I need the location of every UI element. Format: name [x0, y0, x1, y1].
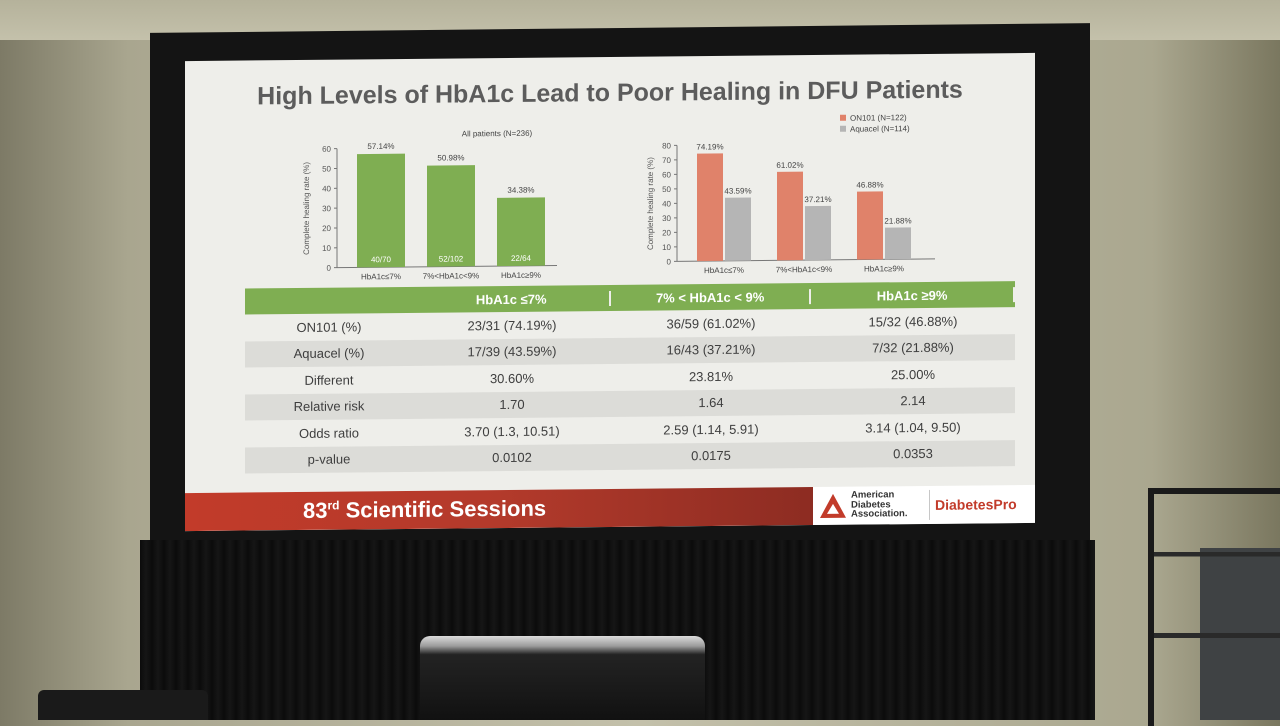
chart1-bar	[357, 154, 405, 268]
table-cell: 7/32 (21.88%)	[811, 339, 1015, 356]
chart1-y-tick-label: 10	[322, 244, 331, 253]
table-row-label: Odds ratio	[245, 425, 413, 442]
table-cell: 36/59 (61.02%)	[611, 315, 811, 332]
table-row-label: ON101 (%)	[245, 319, 413, 336]
projector	[420, 636, 705, 720]
chart1-value-label: 57.14%	[367, 142, 394, 151]
chart2-y-tick-label: 30	[662, 214, 671, 223]
chart1-bar	[427, 165, 475, 267]
ada-triangle-icon	[819, 492, 847, 520]
chart2-category-label: HbA1c≤7%	[704, 266, 744, 275]
table-cell: 0.0102	[413, 449, 611, 466]
chart1-y-tick-label: 30	[322, 204, 331, 213]
chart2-y-tick-label: 80	[662, 141, 671, 150]
table-row-label: p-value	[245, 451, 413, 468]
table-cell: 23.81%	[611, 368, 811, 385]
ada-wordmark: American Diabetes Association.	[851, 490, 908, 519]
table-row-label: Relative risk	[245, 398, 413, 415]
table-cell: 1.64	[611, 394, 811, 411]
chart2-category-label: HbA1c≥9%	[864, 264, 904, 273]
av-cart	[1148, 488, 1280, 726]
chair-back	[38, 690, 208, 720]
table-header-cell	[245, 300, 413, 302]
slide-footer: 83rd Scientific Sessions American Diabet…	[185, 485, 1035, 531]
table-cell: 17/39 (43.59%)	[413, 343, 611, 360]
chart2-y-tick-label: 20	[662, 228, 671, 237]
table-row-label: Aquacel (%)	[245, 345, 413, 362]
chart2-y-tick-label: 0	[667, 257, 672, 266]
chart1-y-tick-label: 0	[327, 264, 332, 273]
table-cell: 0.0175	[611, 447, 811, 464]
chart2-legend-swatch	[840, 115, 846, 121]
chart1-title: All patients (N=236)	[462, 129, 533, 139]
chart2-y-tick-label: 60	[662, 170, 671, 179]
table-header-cell: 7% < HbA1c < 9%	[611, 289, 811, 306]
chart1-category-label: 7%<HbA1c<9%	[423, 271, 479, 281]
chart2-y-tick-label: 70	[662, 156, 671, 165]
table-cell: 2.14	[811, 392, 1015, 409]
chart2-bar	[777, 172, 803, 261]
table-cell: 30.60%	[413, 370, 611, 387]
table-cell: 16/43 (37.21%)	[611, 341, 811, 358]
chart2-category-label: 7%<HbA1c<9%	[776, 265, 832, 275]
chart2-value-label: 43.59%	[724, 186, 751, 195]
table-row-label: Different	[245, 372, 413, 389]
table-cell: 23/31 (74.19%)	[413, 317, 611, 334]
chart2-value-label: 61.02%	[776, 161, 803, 170]
charts-area: 0 10 20 30 40 50 60 All patients (N=236) Complet…	[185, 53, 1035, 291]
chart2-y-tick-label: 50	[662, 185, 671, 194]
table-header-cell: HbA1c ≤7%	[413, 290, 611, 307]
chart1-count-label: 40/70	[371, 255, 392, 264]
chart2-y-tick-label: 10	[662, 243, 671, 252]
chart2-bar	[857, 191, 883, 259]
chart2-y-tick-label: 40	[662, 199, 671, 208]
chart1-value-label: 50.98%	[437, 153, 464, 162]
chart2-legend-label: Aquacel (N=114)	[850, 124, 910, 134]
table-cell: 2.59 (1.14, 5.91)	[611, 421, 811, 438]
sessions-title: 83rd Scientific Sessions	[303, 496, 546, 524]
table-cell: 15/32 (46.88%)	[811, 313, 1015, 330]
chart2-value-label: 21.88%	[884, 216, 911, 225]
chart1-y-tick-label: 20	[322, 224, 331, 233]
chart2-bar	[885, 227, 911, 259]
chart2-y-label: Complete healing rate (%)	[646, 157, 655, 250]
chart2-value-label: 74.19%	[696, 142, 723, 151]
chart2-value-label: 46.88%	[856, 180, 883, 189]
chart1-category-label: HbA1c≤7%	[361, 272, 401, 281]
chart2-bar	[725, 197, 751, 260]
table-cell: 3.14 (1.04, 9.50)	[811, 419, 1015, 436]
chart1-y-tick-label: 40	[322, 184, 331, 193]
chart1-value-label: 34.38%	[507, 186, 534, 195]
chart2-value-label: 37.21%	[804, 195, 831, 204]
chart1-count-label: 52/102	[439, 254, 464, 263]
chart1-count-label: 22/64	[511, 254, 532, 263]
presentation-slide: High Levels of HbA1c Lead to Poor Healin…	[185, 53, 1035, 531]
chart2-bar	[697, 153, 723, 261]
chart1-y-label: Complete healing rate (%)	[302, 162, 311, 255]
table-cell: 1.70	[413, 396, 611, 413]
chart1-y-tick-label: 50	[322, 165, 331, 174]
chart2-legend-label: ON101 (N=122)	[850, 113, 907, 123]
chart2-bar	[805, 206, 831, 260]
table-cell: 25.00%	[811, 366, 1015, 383]
table-cell: 3.70 (1.3, 10.51)	[413, 423, 611, 440]
table-header-cell: HbA1c ≥9%	[811, 287, 1015, 304]
footer-divider	[929, 490, 930, 520]
chart1-category-label: HbA1c≥9%	[501, 271, 541, 280]
chart1-y-tick-label: 60	[322, 145, 331, 154]
table-cell: 0.0353	[811, 445, 1015, 462]
diabetespro-logo: DiabetesPro	[935, 496, 1017, 513]
chart2-legend-swatch	[840, 126, 846, 132]
results-table: HbA1c ≤7%7% < HbA1c < 9%HbA1c ≥9% ON101 (…	[245, 281, 1015, 473]
